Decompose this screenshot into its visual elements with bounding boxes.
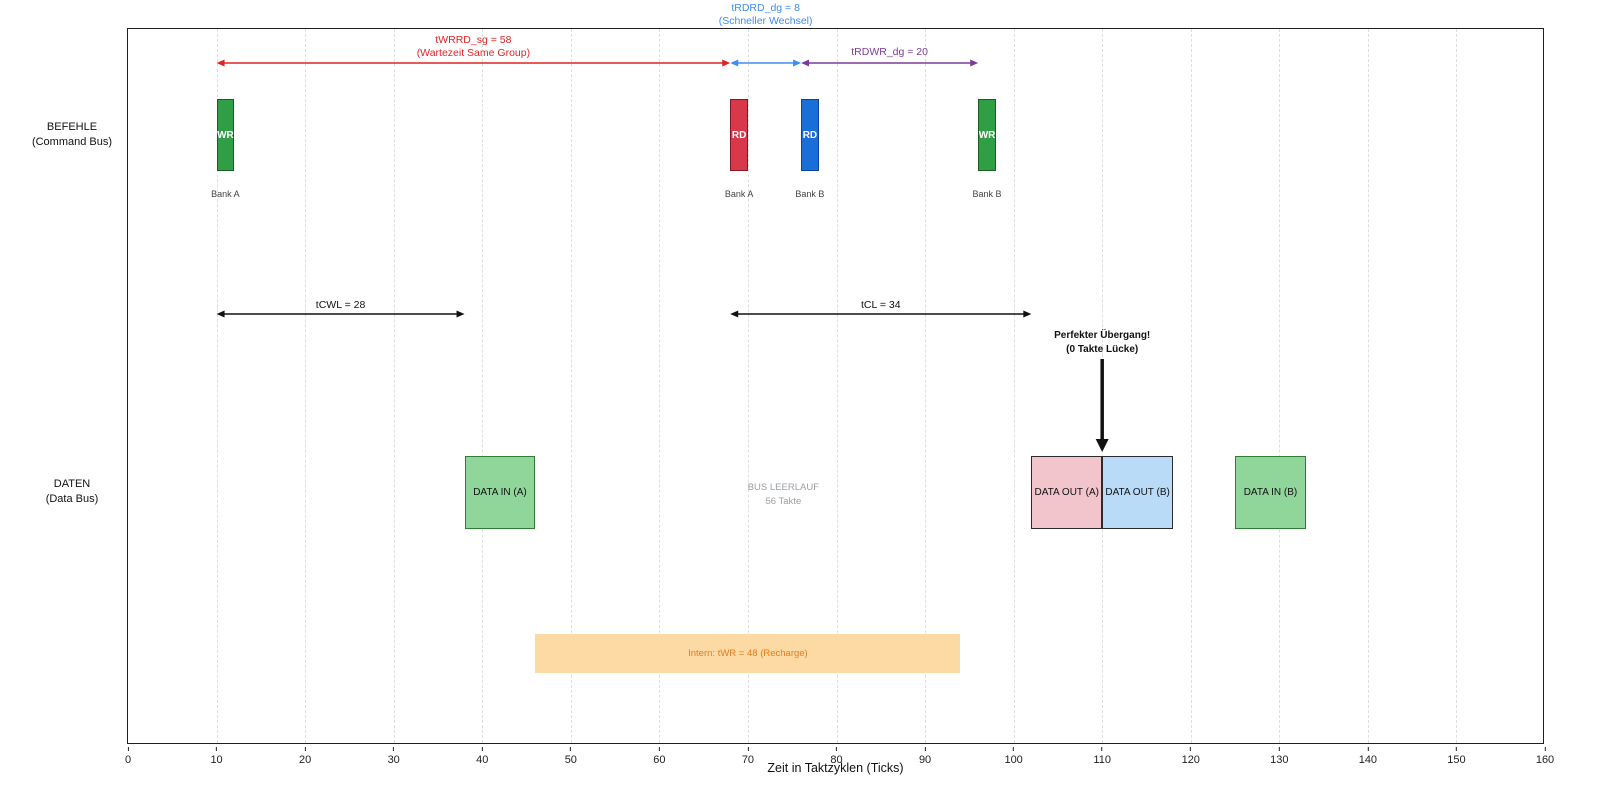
x-tick-label: 100 [1004,747,1022,766]
arrow-head [801,59,810,67]
transition-arrow-head [1095,439,1109,452]
plot-area: 0 10 20 30 40 50 60 70 80 90 100 110 120 130 140 150 160… [125,2,1554,766]
command-block: RD [730,99,748,171]
data-block: DATA IN (B) [1235,456,1306,529]
x-tick-label: 50 [565,747,577,766]
arrow-head [216,59,225,67]
x-tick-label: 20 [299,747,311,766]
x-tick-label: 150 [1447,747,1465,766]
x-tick-label: 40 [476,747,488,766]
bus-idle-note: BUS LEERLAUF 56 Takte [748,481,819,509]
x-tick-label: 0 [125,747,131,766]
gridline [1367,29,1369,743]
command-block: RD [801,99,819,171]
transition-annotation-line: Perfekter Übergang! [1054,330,1151,341]
x-tick-label: 80 [830,747,842,766]
latency-arrow-label-line: tCL = 34 [860,299,901,311]
arrow-head [730,310,739,318]
timing-arrow-label-line: tWRRD_sg = 58 [435,34,512,46]
data-bus-row-label-line2: (Data Bus) [45,492,99,505]
gridline [1456,29,1458,743]
timing-arrow-label: tWRRD_sg = 58 (Wartezeit Same Group) [417,34,530,60]
data-block: DATA OUT (B) [1102,456,1174,529]
latency-arrow-label: tCWL = 28 [316,299,366,312]
bank-label: Bank B [795,189,825,199]
arrow-head [730,59,739,67]
transition-annotation-line: (0 Takte Lücke) [1066,343,1139,355]
timing-arrow-label-line: tRDWR_dg = 20 [851,46,928,58]
data-bus-row-label: DATEN (Data Bus) [6,477,138,507]
timing-arrow-label: tRDRD_dg = 8 (Schneller Wechsel) [719,2,813,28]
x-tick-label: 60 [653,747,665,766]
x-tick-label: 30 [388,747,400,766]
internal-timing-block: Intern: tWR = 48 (Recharge) [535,634,961,673]
x-tick-label: 10 [210,747,222,766]
x-tick-label: 130 [1270,747,1288,766]
timing-arrow-label: tRDWR_dg = 20 [851,46,928,59]
gridline [482,29,484,743]
data-block: DATA IN (A) [464,456,536,529]
x-tick-label: 160 [1536,747,1554,766]
gridline [747,29,749,743]
gridline [1279,29,1281,743]
data-block: DATA OUT (A) [1031,456,1103,529]
transition-annotation: Perfekter Übergang! (0 Takte Lücke) [1054,329,1150,356]
timing-arrow-label-line: (Schneller Wechsel) [718,15,813,28]
gridline [393,29,395,743]
command-block: WR [978,99,996,171]
command-bus-row-label-line2: (Command Bus) [31,135,113,148]
x-tick-label: 70 [742,747,754,766]
arrow-head [216,310,225,318]
gridline [570,29,572,743]
gridline [925,29,927,743]
x-axis-title: Zeit in Taktzyklen (Ticks) [767,761,904,775]
data-bus-row-label-line1: DATEN [53,478,91,490]
bank-label: Bank A [724,189,754,199]
command-bus-row-label-line1: BEFEHLE [46,121,98,133]
arrow-head [1023,310,1032,318]
latency-arrow-label-line: tCWL = 28 [315,299,366,311]
gridline [659,29,661,743]
x-tick-label: 140 [1359,747,1377,766]
gridline [836,29,838,743]
bank-label: Bank B [972,189,1002,199]
command-bus-row-label: BEFEHLE (Command Bus) [6,120,138,150]
arrow-head [456,310,465,318]
x-tick-label: 120 [1182,747,1200,766]
arrow-layer [216,59,1109,452]
arrow-head [793,59,802,67]
gridline [216,29,218,743]
bus-idle-note-line: BUS LEERLAUF [747,482,819,493]
gridline [305,29,307,743]
command-block: WR [216,99,235,171]
x-tick-label: 90 [919,747,931,766]
latency-arrow-label: tCL = 34 [861,299,901,312]
gridline [1190,29,1192,743]
timing-arrow-label-line: tRDRD_dg = 8 [731,2,800,14]
x-tick-label: 110 [1093,747,1111,766]
arrow-head [722,59,731,67]
bank-label: Bank A [211,189,240,199]
timing-arrow-label-line: (Wartezeit Same Group) [416,47,531,60]
gridline [1013,29,1015,743]
arrow-head [970,59,979,67]
bus-idle-note-line: 56 Takte [765,495,802,507]
